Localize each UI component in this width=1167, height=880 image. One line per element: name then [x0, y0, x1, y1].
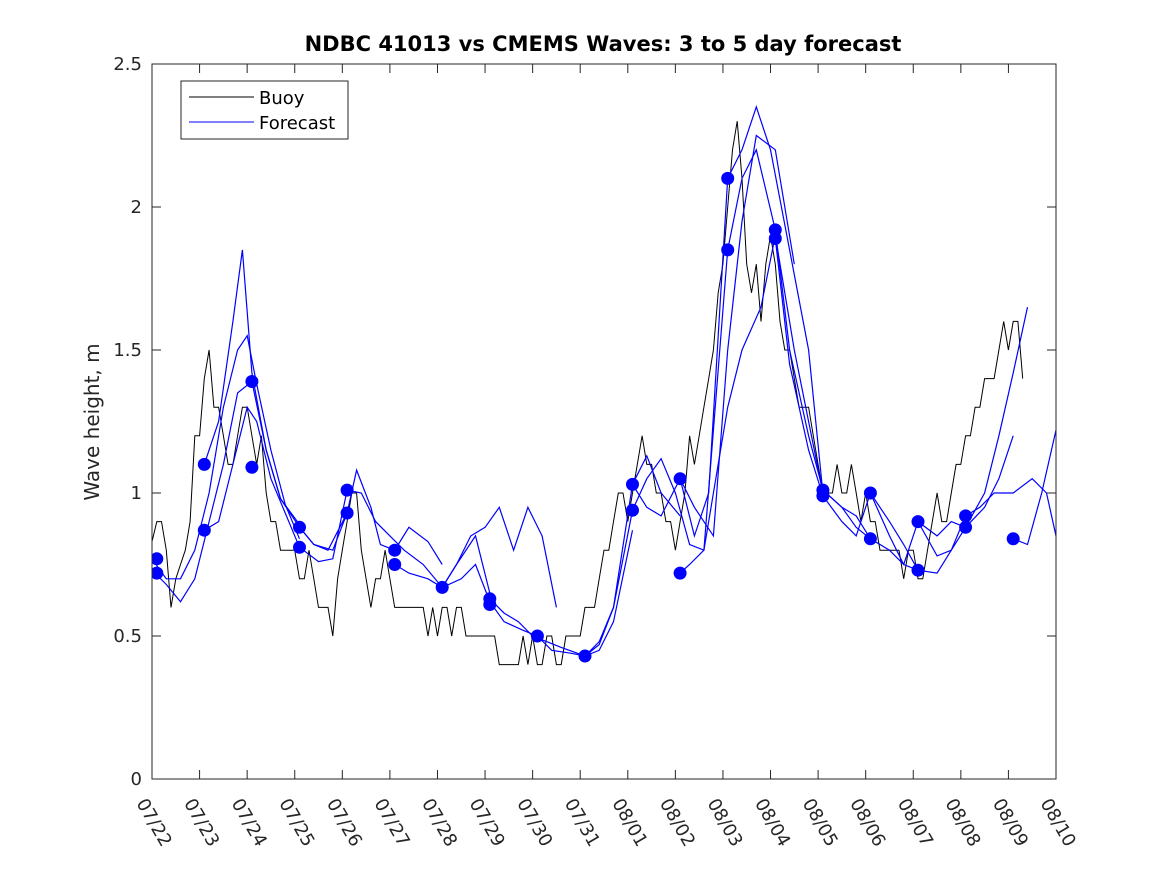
forecast-line-21 — [1012, 429, 1056, 546]
forecast-marker-19 — [626, 503, 639, 517]
legend-forecast-label: Forecast — [259, 113, 335, 134]
forecast-marker-29 — [863, 532, 877, 546]
forecast-marker-31 — [911, 563, 925, 577]
forecast-marker-8 — [293, 540, 306, 554]
forecast-marker-20 — [673, 472, 687, 486]
forecast-marker-28 — [863, 486, 877, 500]
forecast-marker-4 — [197, 523, 211, 537]
forecast-marker-7 — [293, 520, 306, 534]
forecast-marker-2 — [152, 566, 164, 580]
forecast-line-14 — [679, 235, 824, 574]
forecast-marker-5 — [245, 375, 259, 388]
forecast-marker-17 — [578, 649, 592, 663]
forecast-line-15 — [727, 148, 871, 540]
y-axis-label: Wave height, m — [80, 343, 104, 500]
y-tick-label-4: 2 — [131, 197, 142, 218]
forecast-marker-10 — [340, 506, 354, 520]
forecast-marker-11 — [388, 543, 402, 557]
forecast-marker-12 — [388, 558, 402, 571]
forecast-line-12 — [631, 134, 795, 538]
forecast-marker-32 — [959, 509, 973, 523]
legend-box — [180, 80, 349, 140]
forecast-marker-6 — [245, 460, 259, 474]
legend-buoy-label: Buoy — [259, 88, 305, 109]
forecast-line-20 — [965, 477, 1056, 537]
forecast-marker-30 — [911, 515, 925, 529]
y-tick-label-5: 2.5 — [113, 54, 142, 75]
forecast-line-8 — [441, 505, 557, 608]
forecast-marker-18 — [626, 477, 639, 491]
forecast-line-7 — [394, 563, 538, 637]
axes-box — [151, 63, 1057, 780]
forecast-marker-16 — [530, 629, 544, 643]
forecast-marker-34 — [1006, 532, 1020, 546]
forecast-marker-22 — [721, 171, 735, 185]
plot-area — [152, 104, 1056, 666]
forecast-line-17 — [822, 489, 967, 566]
forecast-marker-15 — [483, 598, 497, 611]
forecast-marker-1 — [152, 552, 164, 566]
y-tick-label-1: 0.5 — [113, 626, 142, 647]
forecast-line-16 — [774, 238, 919, 571]
buoy-line — [152, 121, 1024, 666]
forecast-line-18 — [869, 435, 1014, 574]
forecast-marker-25 — [768, 232, 782, 245]
forecast-line-6 — [346, 489, 491, 594]
y-tick-label-2: 1 — [131, 483, 142, 504]
forecast-marker-9 — [340, 483, 354, 497]
series-layer — [152, 104, 1056, 666]
chart-title: NDBC 41013 vs CMEMS Waves: 3 to 5 day fo… — [305, 32, 902, 56]
forecast-line-1 — [152, 334, 301, 580]
forecast-line-5 — [299, 468, 443, 565]
forecast-line-4 — [203, 405, 348, 563]
forecast-line-13 — [679, 104, 824, 539]
y-tick-label-3: 1.5 — [113, 340, 142, 361]
y-tick-label-0: 0 — [131, 769, 142, 790]
forecast-marker-27 — [816, 489, 830, 503]
forecast-line-11 — [584, 249, 729, 657]
legend: Buoy Forecast — [180, 80, 349, 140]
forecast-marker-21 — [673, 566, 687, 580]
forecast-marker-33 — [959, 520, 973, 534]
forecast-marker-3 — [197, 457, 211, 471]
forecast-marker-23 — [721, 243, 735, 257]
forecast-line-9 — [489, 530, 634, 657]
forecast-marker-13 — [435, 580, 449, 594]
